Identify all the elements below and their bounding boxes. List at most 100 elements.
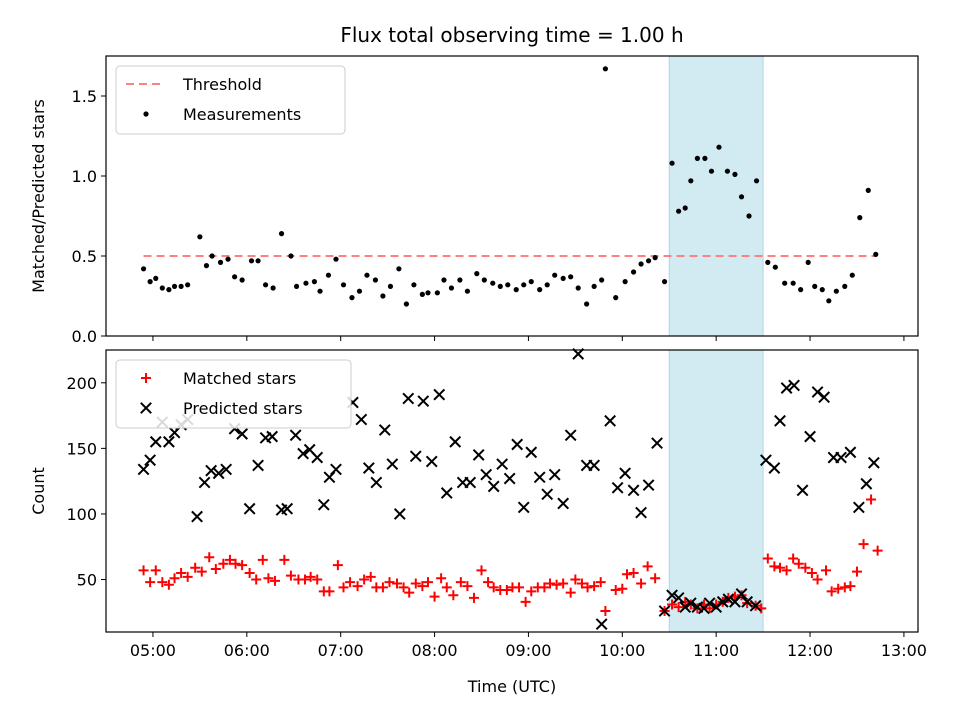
shaded-span [668, 349, 764, 633]
data-point [182, 571, 193, 582]
data-point [511, 438, 524, 451]
data-point [818, 391, 831, 404]
data-point [204, 552, 215, 563]
data-point [417, 395, 430, 408]
x-tick-label: 11:00 [693, 641, 739, 660]
data-point [826, 298, 832, 304]
data-point [441, 582, 452, 593]
x-tick-label: 08:00 [412, 641, 458, 660]
data-point [575, 285, 581, 291]
data-point [197, 234, 203, 240]
data-point [312, 574, 323, 585]
data-point [429, 591, 440, 602]
data-point [411, 282, 417, 288]
data-point [305, 571, 316, 582]
legend: Threshold Measurements [115, 65, 346, 135]
data-point [377, 582, 388, 593]
data-point [851, 566, 862, 577]
data-point [708, 168, 715, 174]
data-point [364, 272, 370, 278]
data-point [422, 577, 433, 588]
y-tick-label: 0.5 [72, 247, 97, 266]
data-point [746, 213, 752, 219]
x-tick-label: 13:00 [881, 641, 927, 660]
data-point [595, 577, 606, 588]
data-point [392, 578, 403, 589]
data-point [338, 582, 349, 593]
y-tick-label: 1.0 [72, 167, 97, 186]
data-point [380, 293, 386, 299]
data-point [819, 287, 825, 293]
data-point [865, 187, 871, 193]
data-point [765, 259, 771, 265]
data-point [251, 574, 262, 585]
data-point [716, 144, 722, 150]
data-point [788, 379, 800, 392]
data-point [588, 459, 601, 472]
data-point [372, 277, 379, 283]
data-point [237, 560, 248, 571]
data-point [642, 479, 655, 492]
data-point [497, 283, 503, 289]
data-point [169, 573, 180, 584]
data-point [568, 274, 574, 280]
data-point [800, 562, 811, 573]
data-point [589, 581, 600, 592]
data-point [365, 571, 376, 582]
data-point [544, 282, 550, 288]
data-point [317, 288, 323, 294]
data-point [694, 155, 700, 161]
data-point [433, 388, 446, 401]
data-point [263, 573, 274, 584]
data-point [669, 160, 675, 166]
data-point [243, 502, 256, 515]
data-point [702, 155, 708, 161]
data-point [345, 577, 356, 588]
data-point [217, 259, 224, 265]
data-point [232, 274, 238, 280]
y-axis-label: Matched/Predicted stars [29, 99, 48, 293]
data-point [198, 476, 211, 489]
data-point [688, 178, 694, 184]
data-point [826, 586, 837, 597]
data-point [279, 554, 290, 565]
data-point [860, 477, 873, 490]
data-point [682, 205, 688, 211]
data-point [735, 588, 748, 600]
data-point [741, 595, 754, 608]
data-point [602, 66, 609, 72]
x-tick-label: 06:00 [224, 641, 270, 660]
data-point [403, 301, 409, 307]
data-point [359, 574, 370, 585]
data-point [203, 263, 210, 269]
data-point [209, 253, 215, 259]
data-point [782, 280, 788, 286]
data-point [872, 545, 883, 556]
axes-frame [105, 55, 919, 337]
data-point [362, 462, 375, 474]
data-point [244, 567, 255, 578]
data-point [599, 277, 605, 283]
data-point [457, 277, 463, 283]
data-point [448, 590, 459, 601]
data-point [621, 569, 632, 580]
legend-label: Threshold [182, 75, 262, 94]
data-point [565, 587, 576, 598]
data-point [560, 275, 566, 281]
data-point [604, 414, 617, 427]
data-point [281, 502, 294, 515]
data-point [564, 429, 577, 442]
data-point [325, 272, 332, 278]
data-point [303, 280, 309, 286]
data-point [496, 458, 509, 471]
data-point [545, 578, 556, 589]
legend-swatch [143, 111, 149, 117]
data-point [525, 446, 538, 459]
legend-swatch [140, 402, 152, 414]
top-panel: 0.0 0.5 1.0 1.5 Matched/Predicted stars Thres… [29, 55, 919, 346]
data-point [769, 561, 780, 572]
legend-box [115, 65, 346, 135]
data-point [622, 279, 628, 285]
y-tick-label: 1.5 [72, 87, 97, 106]
data-point [672, 591, 685, 604]
